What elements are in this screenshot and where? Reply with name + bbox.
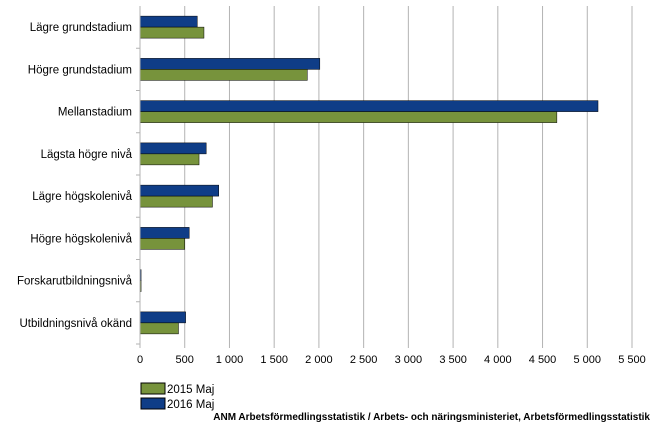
legend-label: 2015 Maj [167,384,214,396]
x-tick-label: 500 [176,354,194,366]
bar-2016-maj [139,184,219,197]
category-label: Högre högskolenivå [30,233,132,245]
x-tick-label: 1 500 [260,354,288,366]
bar-2015-maj [139,69,308,81]
category-label: Utbildningsnivå okänd [19,318,132,330]
x-tick-label: 4 000 [484,354,512,366]
x-tick-label: 2 000 [305,354,333,366]
axes [136,6,633,348]
bar-2016-maj [139,100,599,112]
bar-2015-maj [139,153,200,166]
bar-2015-maj [139,195,213,208]
legend-label: 2016 Maj [167,399,214,411]
source-note: ANM Arbetsförmedlingsstatistik / Arbets-… [213,412,650,423]
bar-2016-maj [139,58,321,70]
x-tick-label: 3 000 [395,354,423,366]
labels: 0 500 1 000 1 500 2 000 2 500 3 000 3 500 4 000 4… [17,22,646,366]
x-tick-label: 2 500 [350,354,378,366]
category-label: Lägsta högre nivå [41,149,133,161]
bar-2016-maj [139,15,198,28]
bar-2016-maj [139,142,207,155]
x-tick-label: 0 [137,354,143,366]
category-label: Forskarutbildningsnivå [17,276,133,288]
x-tick-label: 3 500 [439,354,467,366]
legend-swatch [140,397,166,410]
category-label: Lägre grundstadium [30,22,132,34]
category-label: Högre grundstadium [28,64,132,76]
gridlines [184,6,633,344]
bar-2015-maj [139,238,185,250]
legend: 2015 Maj 2016 Maj [140,382,214,411]
bars [139,15,599,335]
bar-2015-maj [139,322,179,335]
bar-2016-maj [139,311,186,324]
x-tick-label: 1 000 [216,354,244,366]
category-label: Mellanstadium [58,107,132,119]
bar-2015-maj [139,111,558,123]
x-tick-label: 5 500 [618,354,646,366]
category-label: Lägre högskolenivå [32,191,132,203]
legend-swatch [140,382,166,395]
bar-2015-maj [139,26,205,39]
x-tick-label: 5 000 [574,354,602,366]
x-tick-label: 4 500 [529,354,557,366]
bar-2016-maj [139,227,190,239]
